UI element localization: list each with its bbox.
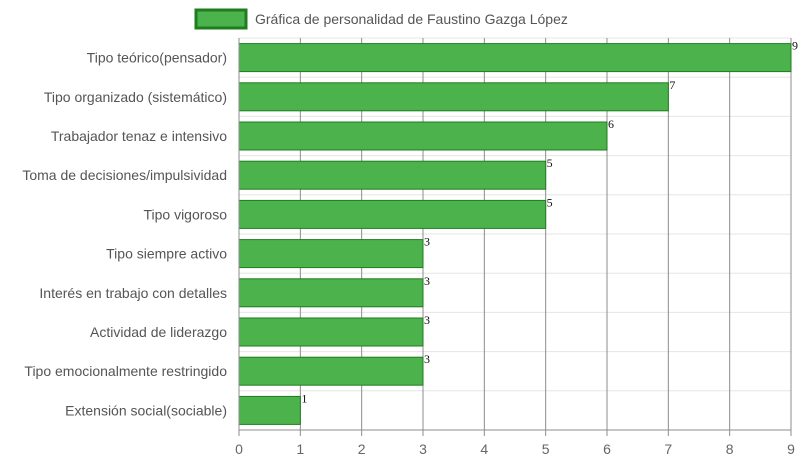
data-label: 5: [547, 195, 553, 209]
y-tick-label: Tipo organizado (sistemático): [44, 89, 227, 105]
bar: [238, 82, 669, 112]
y-tick-label: Tipo siempre activo: [106, 246, 227, 262]
data-label: 9: [792, 39, 798, 53]
legend-swatch: [194, 8, 248, 30]
bar: [238, 278, 424, 308]
x-tick-label: 4: [480, 441, 488, 457]
legend[interactable]: Gráfica de personalidad de Faustino Gazg…: [194, 8, 568, 30]
y-tick-label: Extensión social(sociable): [65, 402, 227, 418]
data-label: 3: [424, 313, 430, 327]
data-label: 1: [301, 391, 307, 405]
x-tick-label: 1: [296, 441, 304, 457]
axes: Tipo teórico(pensador) Tipo organizado (s…: [22, 38, 795, 457]
bar: [238, 199, 547, 229]
x-tick-label: 6: [603, 441, 611, 457]
bar: [238, 43, 792, 73]
y-tick-label: Actividad de liderazgo: [90, 324, 227, 340]
y-tick-label: Tipo emocionalmente restringido: [24, 363, 227, 379]
y-tick-label: Tipo vigoroso: [143, 206, 227, 222]
y-tick-label: Interés en trabajo con detalles: [39, 285, 227, 301]
data-label: 3: [424, 235, 430, 249]
bar: [238, 317, 424, 347]
x-tick-label: 3: [419, 441, 427, 457]
x-tick-label: 2: [358, 441, 366, 457]
bar: [238, 160, 547, 190]
legend-label: Gráfica de personalidad de Faustino Gazg…: [255, 11, 568, 27]
x-tick-label: 0: [235, 441, 243, 457]
bar: [238, 121, 608, 151]
y-tick-label: Trabajador tenaz e intensivo: [51, 128, 227, 144]
data-label: 3: [424, 274, 430, 288]
data-label: 5: [547, 156, 553, 170]
x-tick-label: 9: [787, 441, 795, 457]
y-tick-label: Tipo teórico(pensador): [87, 50, 227, 66]
data-label: 7: [669, 78, 675, 92]
bar: [238, 356, 424, 386]
bars: 9 7 6 5 5 3 3 3 3 1: [238, 39, 798, 425]
x-tick-label: 5: [542, 441, 550, 457]
x-tick-label: 8: [726, 441, 734, 457]
bar: [238, 239, 424, 269]
y-tick-label: Toma de decisiones/impulsividad: [22, 167, 227, 183]
bar: [238, 395, 301, 425]
data-label: 6: [608, 117, 614, 131]
data-label: 3: [424, 352, 430, 366]
x-tick-label: 7: [664, 441, 672, 457]
